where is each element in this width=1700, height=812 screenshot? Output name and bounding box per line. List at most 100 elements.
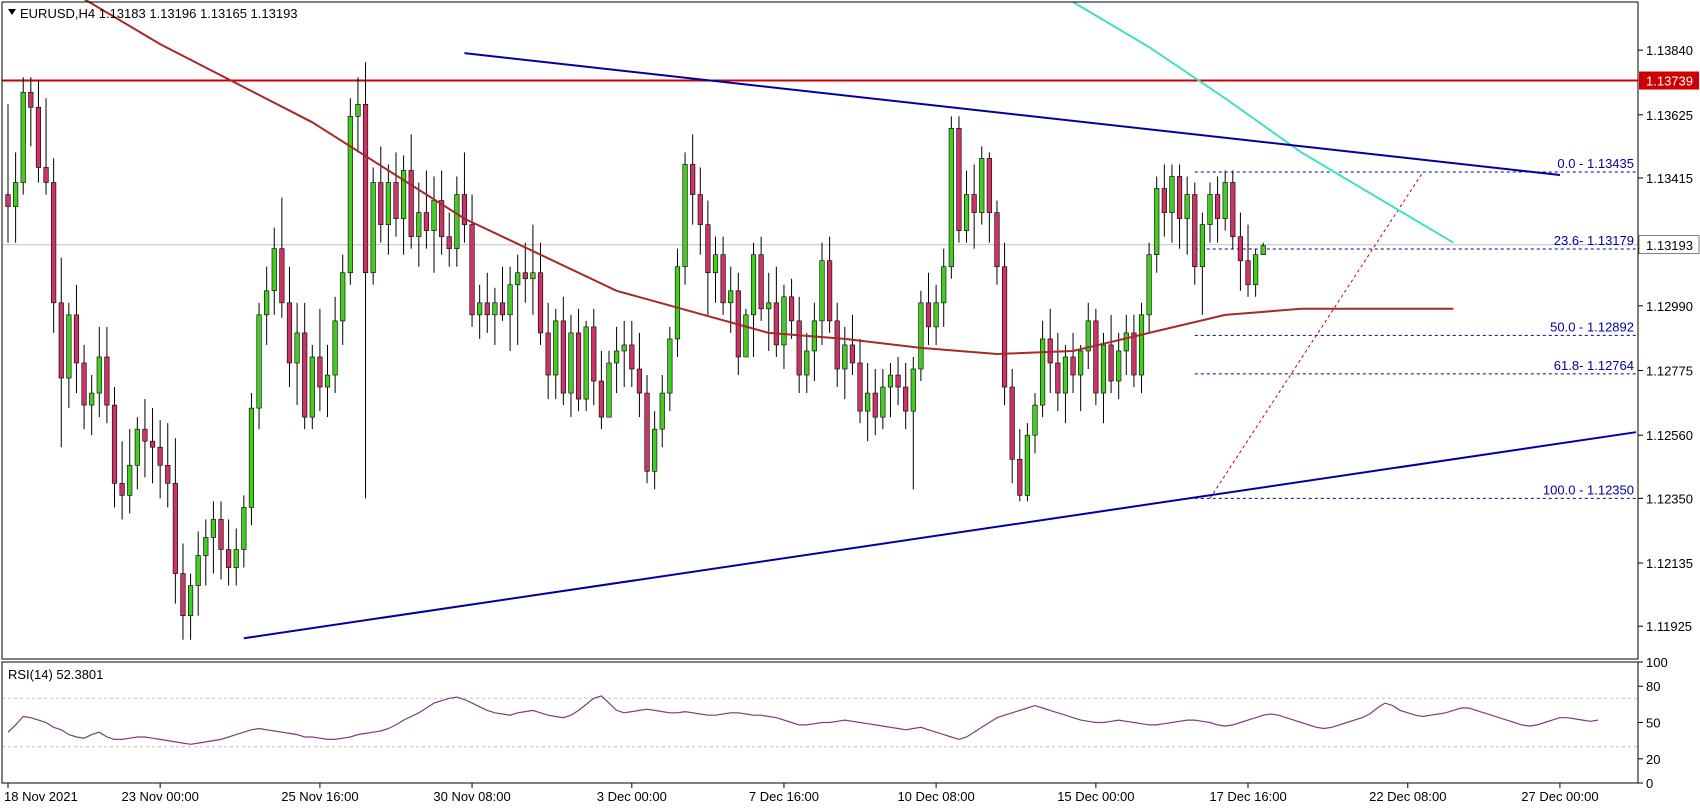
candle-body [218, 519, 224, 550]
candle-body [857, 362, 863, 412]
x-tick-label: 23 Nov 00:00 [121, 789, 198, 804]
candle-body [58, 302, 64, 379]
candle-body [134, 428, 140, 466]
candle-body [149, 440, 156, 448]
candle-body [35, 106, 42, 168]
trendlines [243, 52, 1637, 640]
fib-level-label: 50.0 - 1.12892 [1550, 319, 1634, 334]
candle-body [941, 266, 947, 304]
candle-body [13, 182, 19, 207]
candle-body [111, 404, 118, 484]
candle-body [788, 296, 795, 322]
rsi-line [7, 695, 1599, 745]
x-tick-label: 18 Nov 2021 [4, 789, 78, 804]
candle-body [674, 266, 681, 340]
candle-body [842, 344, 848, 370]
candle-body [598, 380, 604, 418]
candle-body [20, 91, 26, 183]
candle-body [583, 326, 589, 400]
dropdown-triangle-icon[interactable] [8, 9, 16, 15]
candle-body [499, 302, 506, 316]
candle-body [819, 260, 825, 322]
candle-body [43, 167, 49, 183]
candle-body [119, 483, 125, 496]
candle-body [454, 194, 460, 249]
x-tick-label: 7 Dec 16:00 [749, 789, 819, 804]
candle-body [172, 483, 178, 574]
candle-body [340, 272, 346, 322]
rsi-title: RSI(14) 52.3801 [8, 667, 103, 682]
axes: 1.138401.136251.134151.131791.129901.127… [4, 43, 1700, 804]
candle-body [1131, 332, 1137, 376]
candle-body [925, 302, 932, 328]
candle-body [89, 392, 95, 406]
candle-body [1017, 458, 1023, 496]
candle-body [165, 464, 171, 484]
candle-body [355, 103, 361, 117]
candle-body [248, 407, 255, 508]
candle-body [606, 362, 612, 418]
candle-body [1123, 332, 1129, 352]
candle-body [469, 224, 475, 316]
candle-body [522, 272, 528, 280]
candle-body [591, 326, 597, 382]
candle-body [1230, 182, 1236, 237]
candle-body [834, 320, 840, 370]
rsi-panel-frame [1, 661, 1639, 784]
candle-body [903, 386, 909, 412]
candle-body [621, 344, 627, 352]
candle-body [324, 374, 331, 388]
fib-level-label: 61.8- 1.12764 [1554, 358, 1634, 373]
ma-fast-line [1072, 1, 1454, 244]
candle-body [872, 392, 878, 418]
candle-body [317, 356, 323, 388]
candle-body [226, 549, 232, 568]
candle-body [1070, 356, 1076, 376]
candle-body [1100, 344, 1107, 394]
candle-body [918, 302, 924, 370]
x-tick-label: 3 Dec 00:00 [597, 789, 667, 804]
candle-body [865, 392, 871, 412]
candle-body [393, 182, 399, 219]
price-panel-frame [1, 1, 1639, 660]
candle-body [1169, 176, 1175, 213]
candle-body [385, 182, 391, 225]
candle-body [766, 302, 772, 310]
x-tick-label: 17 Dec 16:00 [1209, 789, 1286, 804]
current-price-label: 1.13193 [1646, 238, 1693, 253]
candle-body [378, 182, 384, 225]
candle-body [659, 392, 665, 430]
candle-body [203, 537, 209, 556]
fib-level-label: 23.6- 1.13179 [1554, 233, 1634, 248]
candle-body [948, 128, 954, 268]
candle-body [781, 296, 787, 346]
candle-body [423, 212, 429, 231]
candle-body [827, 260, 833, 322]
candle-body [1032, 404, 1038, 436]
candle-body [1260, 245, 1266, 255]
candle-body [362, 103, 369, 274]
candle-body [887, 374, 894, 388]
candle-body [286, 302, 293, 364]
x-tick-label: 15 Dec 00:00 [1057, 789, 1134, 804]
trendline-lower [243, 431, 1637, 640]
candle-body [187, 585, 194, 616]
candle-body [933, 302, 939, 328]
y-tick-label: 1.13415 [1646, 171, 1693, 186]
resistance-price-box [1639, 71, 1699, 90]
candle-body [697, 194, 703, 225]
candle-body [446, 236, 452, 249]
candle-body [667, 338, 673, 394]
candle-body [682, 164, 688, 268]
candles [5, 62, 1266, 640]
candle-body [568, 332, 574, 394]
candle-body [895, 374, 901, 388]
candle-body [804, 350, 810, 376]
candle-body [750, 254, 757, 316]
candle-body [712, 254, 719, 274]
candle-body [507, 284, 513, 316]
candle-body [309, 356, 315, 418]
rsi-tick-label: 80 [1646, 679, 1660, 694]
